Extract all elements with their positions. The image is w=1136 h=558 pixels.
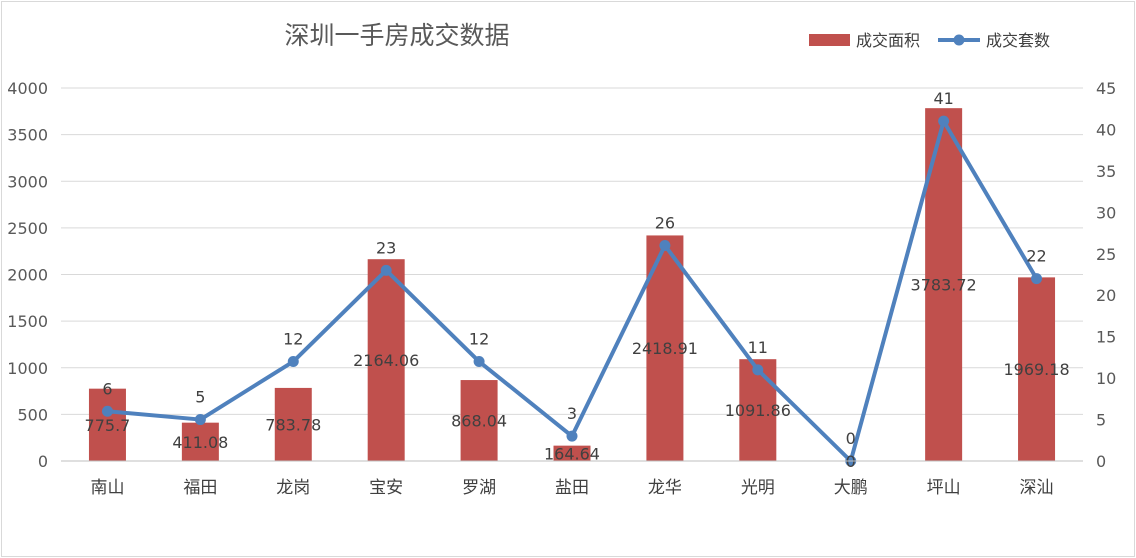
line-point — [938, 115, 950, 127]
legend-bar-label: 成交面积 — [856, 31, 920, 50]
left-tick-label: 500 — [17, 405, 48, 424]
line-value-label: 12 — [469, 330, 489, 349]
bar-data-labels: 775.7 411.08 783.78 2164.06 868.04 164.64 2418… — [85, 276, 1070, 471]
line-value-label: 26 — [655, 213, 675, 232]
right-tick-label: 15 — [1096, 328, 1116, 347]
category-label: 罗湖 — [462, 478, 496, 498]
right-tick-label: 35 — [1096, 162, 1116, 181]
bar-value-label: 411.08 — [172, 433, 228, 452]
bar — [367, 259, 405, 461]
line-value-label: 23 — [376, 238, 396, 257]
bar-series — [88, 108, 1056, 461]
bar — [553, 445, 591, 461]
category-label: 光明 — [741, 478, 775, 498]
bar-value-label: 783.78 — [265, 415, 321, 434]
left-tick-label: 3500 — [7, 126, 48, 145]
line-value-label: 6 — [102, 379, 112, 398]
right-tick-label: 40 — [1096, 120, 1116, 139]
line-point — [1031, 273, 1043, 285]
category-label: 南山 — [90, 478, 124, 498]
bar — [181, 422, 219, 461]
bar-value-label: 164.64 — [544, 444, 600, 463]
bar-value-label: 868.04 — [451, 412, 507, 431]
right-tick-label: 0 — [1096, 452, 1106, 471]
left-y-axis: 0 500 1000 1500 2000 2500 3000 3500 4000 — [7, 79, 48, 471]
right-tick-label: 45 — [1096, 79, 1116, 98]
right-tick-label: 30 — [1096, 203, 1116, 222]
line-value-label: 11 — [748, 338, 768, 357]
line-point — [752, 364, 764, 376]
bar — [460, 380, 498, 461]
line-point — [473, 356, 485, 368]
bar-value-label: 775.7 — [85, 416, 131, 435]
x-axis: 南山 福田 龙岗 宝安 罗湖 盐田 龙华 光明 大鹏 坪山 深汕 — [61, 460, 1083, 498]
line-series — [101, 115, 1043, 467]
left-tick-label: 1500 — [7, 312, 48, 331]
right-y-axis: 0 5 10 15 20 25 30 35 40 45 — [1096, 79, 1116, 471]
left-tick-label: 0 — [38, 452, 48, 471]
left-tick-label: 1000 — [7, 359, 48, 378]
line-data-labels: 6 5 12 23 12 3 26 11 0 41 22 — [102, 89, 1046, 448]
bar — [274, 387, 312, 461]
line-value-label: 41 — [933, 89, 953, 108]
bar-value-label: 3783.72 — [911, 276, 977, 295]
legend-bar-swatch — [809, 34, 850, 46]
bar — [1018, 277, 1056, 461]
line-point — [380, 264, 392, 276]
legend: 成交面积 成交套数 — [809, 31, 1050, 50]
right-tick-label: 5 — [1096, 411, 1106, 430]
left-tick-label: 4000 — [7, 79, 48, 98]
bar — [88, 388, 126, 461]
category-label: 坪山 — [927, 478, 961, 498]
bar — [739, 359, 777, 461]
right-tick-label: 10 — [1096, 369, 1116, 388]
category-label: 龙岗 — [276, 478, 310, 498]
bar-value-label: 2164.06 — [353, 351, 419, 370]
line-point — [287, 356, 299, 368]
right-tick-label: 25 — [1096, 245, 1116, 264]
left-tick-label: 2500 — [7, 219, 48, 238]
bar-value-label: 1091.86 — [725, 401, 791, 420]
category-label: 福田 — [183, 478, 217, 498]
legend-line-marker — [953, 34, 965, 46]
category-label: 大鹏 — [834, 478, 868, 498]
category-label: 盐田 — [555, 478, 589, 498]
left-tick-label: 2000 — [7, 266, 48, 285]
bar-value-label: 2418.91 — [632, 339, 698, 358]
category-label: 深汕 — [1020, 478, 1054, 498]
right-tick-label: 20 — [1096, 286, 1116, 305]
category-label: 龙华 — [648, 478, 682, 498]
left-tick-label: 3000 — [7, 172, 48, 191]
line-value-label: 3 — [567, 404, 577, 423]
gridlines — [61, 87, 1083, 462]
line-value-label: 5 — [195, 388, 205, 407]
line-point — [659, 239, 671, 251]
line-point — [101, 405, 113, 417]
chart-title: 深圳一手房成交数据 — [284, 21, 509, 50]
line-value-label: 12 — [283, 330, 303, 349]
line-point — [194, 414, 206, 426]
line-value-label: 0 — [846, 429, 856, 448]
bar-value-label: 1969.18 — [1003, 360, 1069, 379]
line-value-label: 22 — [1026, 247, 1046, 266]
line-point — [566, 430, 578, 442]
legend-line-label: 成交套数 — [986, 31, 1050, 50]
category-label: 宝安 — [369, 478, 403, 498]
